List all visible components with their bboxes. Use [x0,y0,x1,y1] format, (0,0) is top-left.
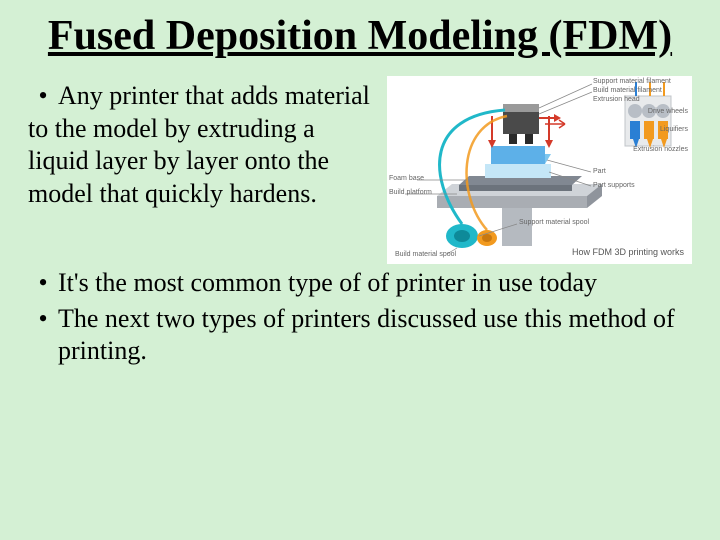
label-build-spool: Build material spool [395,251,456,258]
bullet-3-text: The next two types of printers discussed… [58,303,692,368]
page-title: Fused Deposition Modeling (FDM) [28,12,692,60]
label-drive-wheels: Drive wheels [648,108,688,115]
fdm-diagram: Support material filament Build material… [387,76,692,264]
diagram-caption: How FDM 3D printing works [572,247,684,258]
content-area: •Any printer that adds material to the m… [28,80,692,368]
diagram-svg [387,76,692,264]
label-support-spool: Support material spool [519,219,589,226]
label-support-filament: Support material filament [593,78,671,85]
bullet-1-block: •Any printer that adds material to the m… [28,80,377,210]
label-liquifiers: Liquifiers [660,126,688,133]
bullet-dot: • [28,303,58,336]
label-extrusion-nozzles: Extrusion nozzles [633,146,688,153]
bullet-2: • It's the most common type of of printe… [28,267,692,300]
label-part-supports: Part supports [593,182,635,189]
label-build-platform: Build platform [389,189,432,196]
bullet-dot: • [28,267,58,300]
bullet-3: • The next two types of printers discuss… [28,303,692,368]
top-row: •Any printer that adds material to the m… [28,80,692,264]
label-foam-base: Foam base [389,175,424,182]
label-extrusion-head: Extrusion head [593,96,640,103]
label-part: Part [593,168,606,175]
bullet-1-text: Any printer that adds material to the mo… [28,81,370,208]
bullet-dot: • [28,80,58,113]
label-build-filament: Build material filament [593,87,662,94]
bullet-2-text: It's the most common type of of printer … [58,267,692,300]
